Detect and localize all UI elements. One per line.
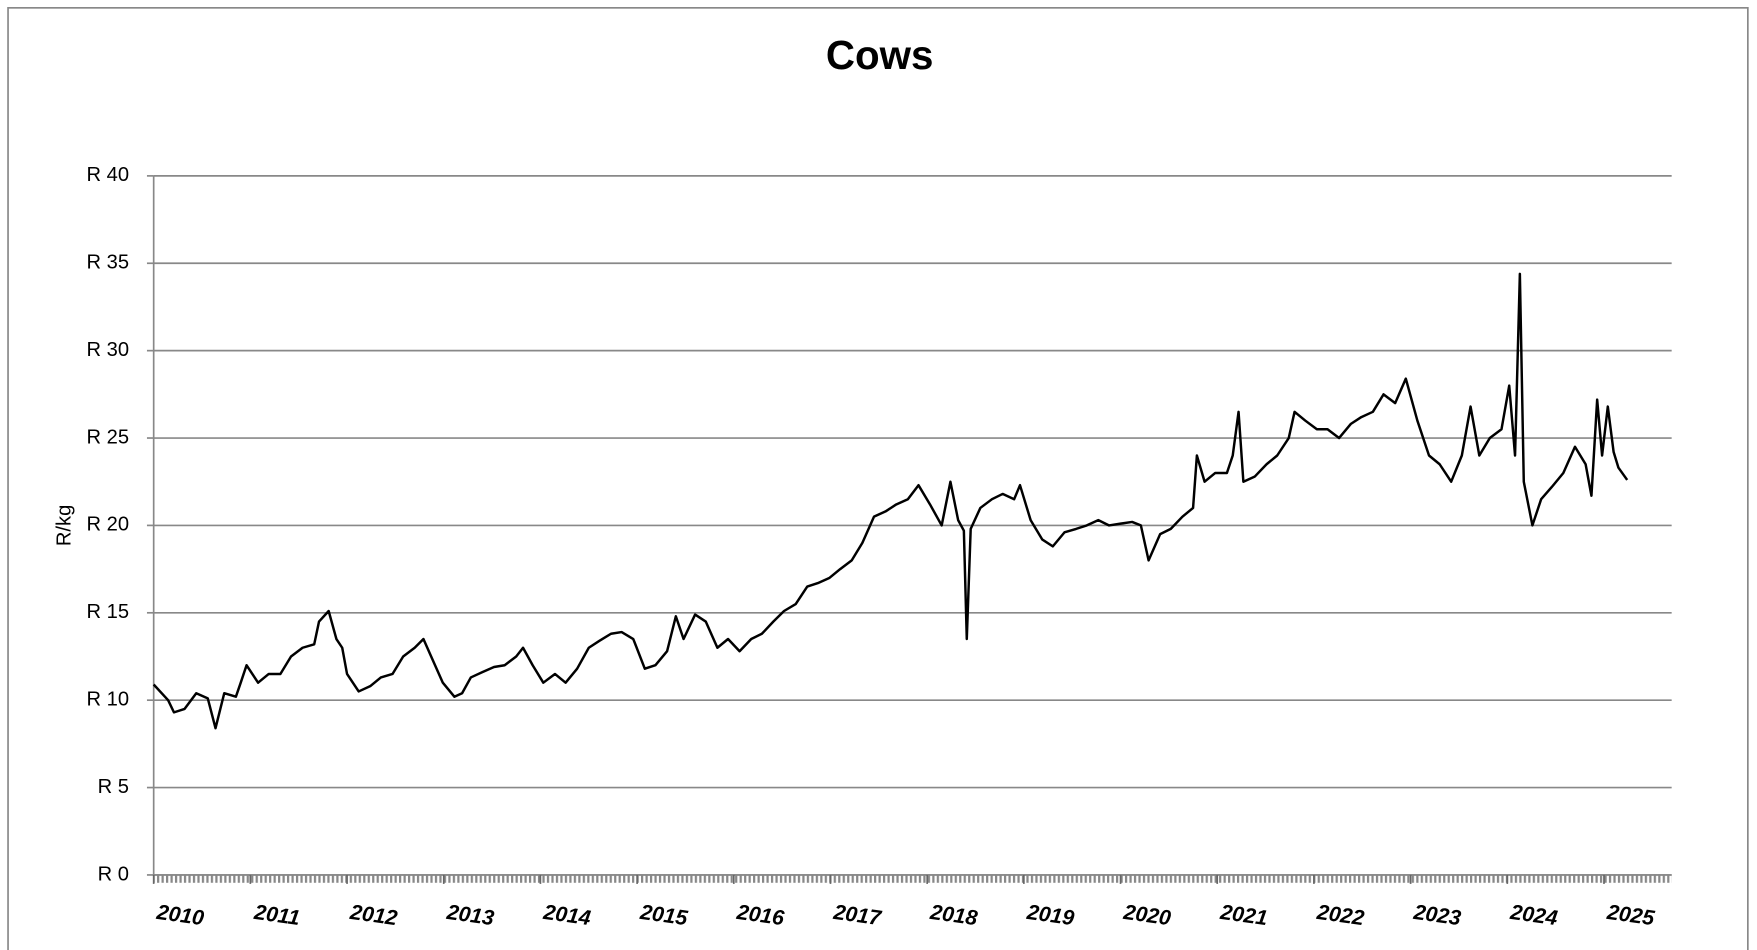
y-tick-label: R 35 xyxy=(86,252,129,274)
x-axis-ticks-band xyxy=(153,874,1672,883)
y-tick-label: R 5 xyxy=(98,776,129,798)
y-tick-label: R 25 xyxy=(86,426,129,448)
y-tick-label: R 30 xyxy=(86,339,129,361)
data-line xyxy=(152,272,1629,730)
chart-frame xyxy=(7,7,1749,950)
y-axis-label: R/kg xyxy=(54,505,76,546)
y-tick-label: R 0 xyxy=(98,863,129,885)
y-tick-label: R 20 xyxy=(86,514,129,536)
y-tick-label: R 15 xyxy=(86,601,129,623)
y-tick-label: R 10 xyxy=(86,689,129,711)
chart-title: Cows xyxy=(826,32,934,78)
y-tick-label: R 40 xyxy=(86,164,129,186)
